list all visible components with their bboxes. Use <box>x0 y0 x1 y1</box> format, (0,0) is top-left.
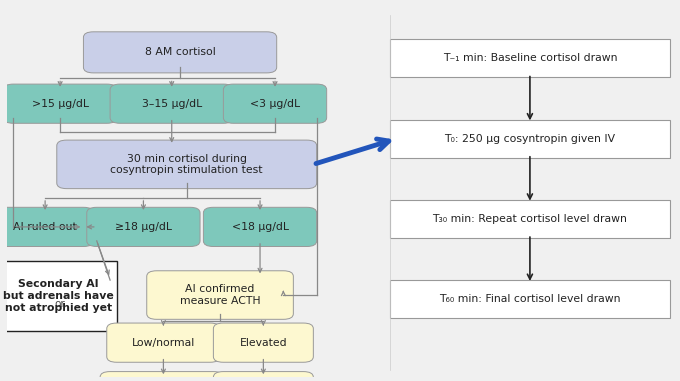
Text: ≥18 μg/dL: ≥18 μg/dL <box>115 222 172 232</box>
Text: 30 min cortisol during
cosyntropin stimulation test: 30 min cortisol during cosyntropin stimu… <box>110 154 263 175</box>
Text: Low/normal: Low/normal <box>132 338 195 347</box>
FancyBboxPatch shape <box>214 371 313 381</box>
Text: 8 AM cortisol: 8 AM cortisol <box>145 47 216 58</box>
FancyBboxPatch shape <box>0 207 93 247</box>
Text: or: or <box>54 299 65 309</box>
FancyBboxPatch shape <box>57 140 317 189</box>
FancyBboxPatch shape <box>100 371 224 381</box>
Text: >15 μg/dL: >15 μg/dL <box>31 99 88 109</box>
Text: Elevated: Elevated <box>239 338 287 347</box>
Text: Secondary AI
but adrenals have
not atrophied yet: Secondary AI but adrenals have not atrop… <box>3 279 114 312</box>
FancyBboxPatch shape <box>0 261 117 331</box>
Text: T₃₀ min: Repeat cortisol level drawn: T₃₀ min: Repeat cortisol level drawn <box>432 214 628 224</box>
Text: <3 μg/dL: <3 μg/dL <box>250 99 300 109</box>
FancyBboxPatch shape <box>214 323 313 362</box>
FancyBboxPatch shape <box>390 120 670 158</box>
FancyBboxPatch shape <box>390 39 670 77</box>
Text: T₀: 250 μg cosyntropin given IV: T₀: 250 μg cosyntropin given IV <box>444 134 615 144</box>
FancyBboxPatch shape <box>87 207 200 247</box>
FancyBboxPatch shape <box>107 323 220 362</box>
FancyBboxPatch shape <box>203 207 317 247</box>
Text: T₋₁ min: Baseline cortisol drawn: T₋₁ min: Baseline cortisol drawn <box>443 53 617 63</box>
FancyBboxPatch shape <box>3 84 117 123</box>
FancyBboxPatch shape <box>147 271 293 319</box>
Text: 3–15 μg/dL: 3–15 μg/dL <box>141 99 202 109</box>
FancyBboxPatch shape <box>390 200 670 238</box>
Text: T₆₀ min: Final cortisol level drawn: T₆₀ min: Final cortisol level drawn <box>439 294 621 304</box>
FancyBboxPatch shape <box>390 280 670 318</box>
FancyBboxPatch shape <box>110 84 233 123</box>
Text: <18 μg/dL: <18 μg/dL <box>231 222 288 232</box>
Text: AI ruled out: AI ruled out <box>13 222 77 232</box>
FancyBboxPatch shape <box>84 32 277 73</box>
Text: AI confirmed
measure ACTH: AI confirmed measure ACTH <box>180 284 260 306</box>
FancyBboxPatch shape <box>224 84 326 123</box>
